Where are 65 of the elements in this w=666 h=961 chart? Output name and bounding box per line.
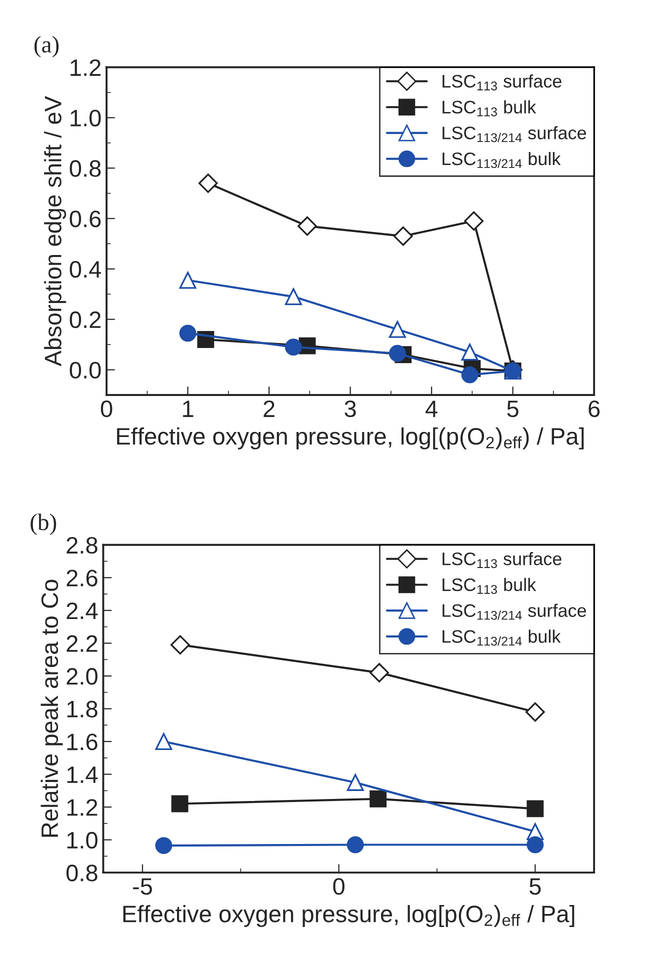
legend-label: LSC$_{113}$ bulk	[442, 578, 536, 594]
legend-label: LSC$_{113}$ bulk	[442, 100, 536, 116]
x-tick-label: -5	[133, 878, 152, 895]
chart-title: (a)	[34, 36, 59, 58]
point	[198, 174, 218, 193]
y-tick-label: 0.2	[70, 311, 101, 328]
y-tick-label: 1.2	[67, 799, 98, 816]
y-axis-title: Absorption edge shift / eV	[44, 96, 66, 366]
point	[464, 211, 484, 231]
x-tick-label: 0	[100, 400, 112, 418]
x-axis-title: Effective oxygen pressure, log[(p(O$_{2}$)$_{eff}$) / Pa]	[117, 427, 584, 450]
y-tick-label: 0.0	[70, 362, 101, 379]
x-tick-label: 5	[507, 400, 518, 418]
x-tick-label: 2	[264, 400, 274, 417]
legend-label: LSC$_{113/214}$ bulk	[442, 152, 561, 168]
point	[388, 320, 406, 338]
x-tick-label: 3	[344, 400, 356, 418]
point	[155, 837, 172, 854]
point	[346, 774, 364, 791]
point	[461, 344, 478, 361]
x-tick-label: 0	[333, 878, 344, 895]
legend-label: LSC$_{113/214}$ surface	[442, 126, 586, 142]
legend-label: LSC$_{113/214}$ surface	[442, 604, 586, 620]
y-tick-label: 1.0	[70, 110, 101, 126]
point	[346, 836, 364, 854]
point	[393, 226, 413, 246]
point	[388, 344, 406, 362]
legend-label: LSC$_{113}$ surface	[442, 552, 562, 568]
y-tick-label: 1.0	[67, 832, 98, 849]
x-tick-label: 6	[588, 400, 600, 418]
chart-title: (b)	[30, 514, 56, 536]
y-tick-label: 1.8	[67, 700, 98, 718]
y-tick-label: 2.4	[66, 602, 98, 619]
y-tick-label: 1.2	[70, 59, 101, 76]
x-tick-label: 4	[426, 400, 438, 417]
x-tick-label: 5	[530, 878, 541, 895]
point	[155, 733, 172, 750]
y-tick-label: 1.4	[67, 766, 98, 783]
y-tick-label: 2.8	[66, 536, 98, 554]
point	[179, 324, 196, 342]
y-tick-label: 2.2	[66, 635, 98, 652]
point	[298, 216, 317, 236]
point	[461, 366, 478, 384]
legend-label: LSC$_{113}$ surface	[442, 74, 562, 90]
y-tick-label: 0.8	[70, 160, 101, 177]
x-tick-label: 1	[183, 400, 194, 417]
legend-label: LSC$_{113/214}$ bulk	[442, 630, 561, 646]
y-tick-label: 2.0	[66, 668, 98, 685]
point	[171, 795, 188, 812]
y-tick-label: 2.6	[66, 570, 98, 586]
y-tick-label: 0.8	[66, 864, 98, 882]
point	[526, 800, 544, 818]
y-axis-title: Relative peak area to Co	[40, 580, 63, 837]
point	[179, 272, 196, 289]
point	[170, 635, 190, 655]
y-tick-label: 1.6	[67, 734, 98, 750]
point	[370, 790, 387, 808]
point	[284, 338, 302, 356]
point	[526, 836, 544, 854]
y-tick-label: 0.4	[70, 261, 102, 278]
point	[370, 663, 389, 682]
x-axis-title: Effective oxygen pressure, log[p(O$_{2}$)$_{eff}$ / Pa]	[123, 905, 574, 928]
y-tick-label: 0.6	[70, 210, 101, 228]
point	[525, 702, 545, 722]
point	[284, 288, 302, 306]
